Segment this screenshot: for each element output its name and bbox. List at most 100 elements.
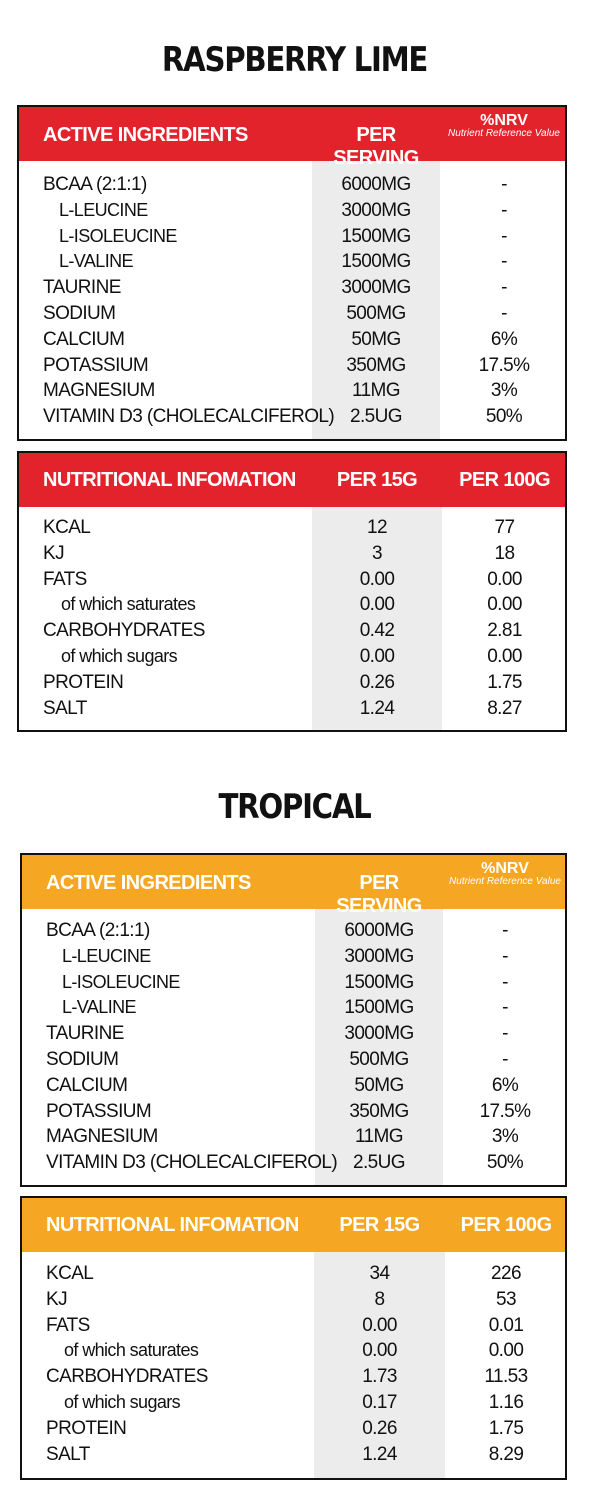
table-row: KCAL 12 77 (19, 515, 565, 541)
table-row: L-VALINE 1500MG - (19, 249, 565, 275)
row-value-primary: 0.26 (359, 671, 395, 693)
row-value-primary: 1500MG (344, 971, 414, 993)
row-value-primary: 11MG (355, 1126, 404, 1148)
row-value-primary: 3000MG (344, 1023, 414, 1045)
row-label: SALT (43, 697, 87, 719)
row-label: of which saturates (64, 1340, 199, 1361)
header-nutritional-information: NUTRITIONAL INFOMATION (46, 1214, 299, 1236)
row-value-primary: 500MG (346, 302, 406, 324)
row-label: POTASSIUM (43, 354, 149, 376)
table-header: ACTIVE INGREDIENTS PER SERVING %NRV Nutr… (22, 855, 565, 917)
nutrition-rows: KCAL 12 77 KJ 3 18 FATS 0.00 0.00 of which satura… (19, 515, 565, 721)
flavor-title-tropical: TROPICAL (218, 787, 371, 827)
table-row: MAGNESIUM 11MG 3% (19, 378, 565, 404)
row-value-secondary: 0.00 (488, 1340, 524, 1362)
row-value-primary: 3 (372, 542, 383, 564)
row-label: KCAL (46, 1263, 94, 1284)
table-row: VITAMIN D3 (CHOLECALCIFEROL) 2.5UG 50% (22, 1150, 565, 1176)
row-label: PROTEIN (46, 1417, 127, 1439)
row-value-secondary: 17.5% (479, 1100, 531, 1122)
row-value-primary: 350MG (349, 1100, 409, 1122)
row-value-secondary: 0.01 (488, 1314, 524, 1336)
header-active-ingredients: ACTIVE INGREDIENTS (46, 872, 251, 894)
row-value-secondary: 0.00 (487, 568, 522, 590)
row-value-secondary: 1.75 (487, 671, 522, 693)
nutritional-information-table: NUTRITIONAL INFOMATION PER 15G PER 100G … (17, 451, 567, 732)
row-value-secondary: - (502, 1023, 508, 1045)
row-value-primary: 0.42 (359, 620, 395, 642)
row-label: FATS (46, 1314, 90, 1336)
ingredient-rows: BCAA (2:1:1) 6000MG - L-LEUCINE 3000MG - L-ISO… (19, 172, 565, 430)
row-label: CARBOHYDRATES (46, 1366, 208, 1388)
table-row: FATS 0.00 0.01 (22, 1313, 565, 1339)
header-per-15g: PER 15G (336, 469, 418, 491)
row-value-primary: 0.00 (362, 1314, 397, 1336)
row-value-primary: 1.24 (362, 1443, 397, 1465)
row-label: VITAMIN D3 (CHOLECALCIFEROL) (46, 1152, 338, 1174)
row-label: MAGNESIUM (43, 380, 155, 402)
table-row: of which sugars 0.17 1.16 (22, 1390, 565, 1416)
row-value-secondary: - (502, 971, 508, 993)
row-value-secondary: 8.29 (488, 1443, 524, 1465)
table-row: L-ISOLEUCINE 1500MG - (19, 224, 565, 250)
header-nutritional-information: NUTRITIONAL INFOMATION (43, 469, 296, 491)
table-row: BCAA (2:1:1) 6000MG - (19, 172, 565, 198)
row-value-primary: 11MG (352, 380, 401, 402)
active-ingredients-table: ACTIVE INGREDIENTS PER SERVING %NRV Nutr… (17, 105, 567, 441)
row-value-secondary: 0.00 (487, 645, 522, 667)
table-row: SODIUM 500MG - (22, 1047, 565, 1073)
row-value-primary: 1500MG (341, 251, 411, 273)
row-label: MAGNESIUM (46, 1126, 158, 1148)
row-label: CALCIUM (43, 328, 125, 350)
table-row: FATS 0.00 0.00 (19, 567, 565, 593)
table-row: BCAA (2:1:1) 6000MG - (22, 918, 565, 944)
nutrition-rows: KCAL 34 226 KJ 8 53 FATS 0.00 0.01 of which satur… (22, 1261, 565, 1467)
row-value-primary: 1500MG (341, 225, 411, 247)
row-value-secondary: 3% (490, 380, 518, 402)
row-value-primary: 1.24 (359, 697, 395, 719)
header-active-ingredients: ACTIVE INGREDIENTS (43, 124, 248, 146)
row-value-secondary: 6% (490, 328, 518, 350)
table-header: NUTRITIONAL INFOMATION PER 15G PER 100G (22, 1198, 565, 1252)
row-value-secondary: - (501, 251, 507, 273)
table-row: CARBOHYDRATES 1.73 11.53 (22, 1364, 565, 1390)
row-value-secondary: 8.27 (487, 697, 522, 719)
row-label: L-ISOLEUCINE (62, 971, 180, 992)
row-label: of which saturates (61, 594, 196, 615)
row-label: of which sugars (61, 645, 178, 666)
row-label: TAURINE (43, 277, 121, 299)
table-row: L-LEUCINE 3000MG - (22, 944, 565, 970)
table-row: L-ISOLEUCINE 1500MG - (22, 970, 565, 996)
row-value-secondary: 2.81 (487, 620, 522, 642)
row-label: L-LEUCINE (59, 199, 148, 220)
row-value-primary: 0.00 (359, 645, 395, 667)
row-label: CARBOHYDRATES (43, 620, 205, 642)
row-value-secondary: - (501, 277, 507, 299)
row-value-secondary: - (501, 302, 507, 324)
row-value-secondary: - (502, 945, 508, 967)
row-value-secondary: 0.00 (487, 594, 522, 616)
row-label: KJ (46, 1288, 68, 1310)
row-value-secondary: 6% (491, 1074, 519, 1096)
table-row: PROTEIN 0.26 1.75 (22, 1416, 565, 1442)
row-value-primary: 2.5UG (350, 406, 403, 428)
row-label: L-ISOLEUCINE (59, 225, 177, 246)
row-value-primary: 0.00 (359, 568, 395, 590)
table-row: SALT 1.24 8.29 (22, 1442, 565, 1468)
table-row: of which sugars 0.00 0.00 (19, 644, 565, 670)
row-value-primary: 500MG (349, 1048, 409, 1070)
row-value-secondary: 77 (494, 517, 516, 538)
row-value-secondary: 1.16 (488, 1391, 524, 1413)
table-row: L-VALINE 1500MG - (22, 995, 565, 1021)
row-value-primary: 2.5UG (353, 1152, 406, 1174)
row-value-primary: 50MG (354, 1074, 404, 1096)
header-per-15g: PER 15G (339, 1214, 420, 1236)
table-header: NUTRITIONAL INFOMATION PER 15G PER 100G (19, 453, 565, 507)
row-value-primary: 3000MG (341, 199, 411, 221)
table-row: SODIUM 500MG - (19, 301, 565, 327)
row-value-secondary: 11.53 (484, 1366, 528, 1388)
row-label: PROTEIN (43, 671, 124, 693)
row-label: KCAL (43, 517, 91, 538)
row-label: L-LEUCINE (62, 945, 151, 966)
table-row: KJ 3 18 (19, 541, 565, 567)
